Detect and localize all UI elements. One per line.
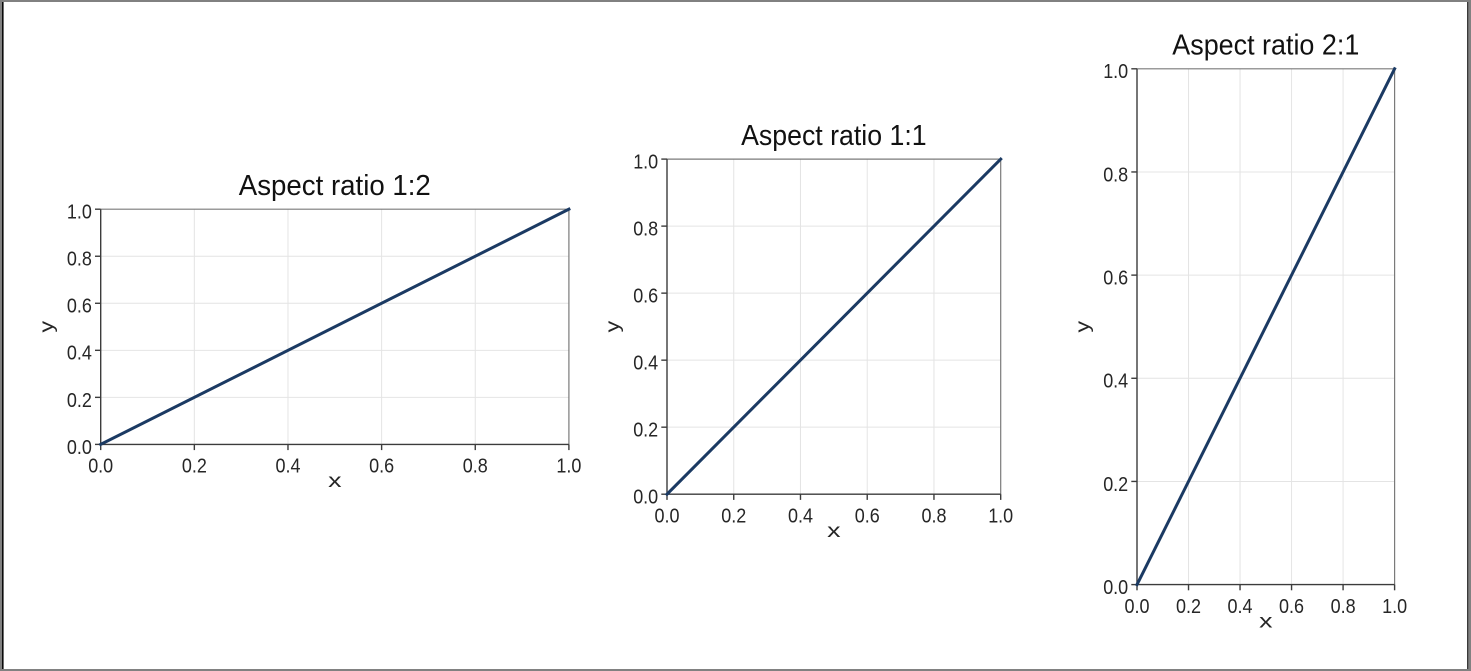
svg-text:1.0: 1.0 [556, 456, 581, 478]
svg-text:x: x [1259, 611, 1273, 632]
svg-text:y: y [1073, 320, 1094, 332]
svg-text:0.0: 0.0 [655, 505, 680, 527]
svg-text:0.2: 0.2 [1176, 596, 1201, 618]
svg-text:1.0: 1.0 [1382, 596, 1407, 618]
svg-text:0.6: 0.6 [855, 505, 880, 527]
svg-text:0.2: 0.2 [633, 420, 658, 442]
svg-text:y: y [37, 320, 58, 332]
svg-text:0.2: 0.2 [721, 505, 746, 527]
svg-text:0.8: 0.8 [1103, 164, 1128, 186]
svg-text:x: x [827, 521, 841, 542]
svg-text:0.6: 0.6 [1103, 268, 1128, 290]
svg-text:0.0: 0.0 [67, 437, 92, 459]
svg-text:y: y [603, 320, 624, 332]
svg-text:1.0: 1.0 [633, 152, 658, 174]
svg-text:0.2: 0.2 [1103, 474, 1128, 496]
svg-text:0.0: 0.0 [633, 487, 658, 509]
svg-text:Aspect ratio 1:1: Aspect ratio 1:1 [741, 120, 927, 152]
svg-text:1.0: 1.0 [988, 505, 1013, 527]
svg-text:0.6: 0.6 [369, 456, 394, 478]
svg-text:0.6: 0.6 [633, 286, 658, 308]
svg-text:0.8: 0.8 [921, 505, 946, 527]
svg-text:0.2: 0.2 [67, 390, 92, 412]
svg-text:0.4: 0.4 [1228, 596, 1253, 618]
svg-text:0.4: 0.4 [788, 505, 813, 527]
svg-text:1.0: 1.0 [1103, 61, 1128, 83]
svg-text:0.0: 0.0 [88, 456, 113, 478]
svg-text:0.8: 0.8 [463, 456, 488, 478]
svg-text:0.8: 0.8 [1331, 596, 1356, 618]
svg-text:0.4: 0.4 [1103, 371, 1128, 393]
svg-text:Aspect ratio 1:2: Aspect ratio 1:2 [239, 170, 431, 202]
svg-text:0.6: 0.6 [67, 296, 92, 318]
svg-text:x: x [328, 471, 342, 492]
svg-text:0.8: 0.8 [633, 219, 658, 241]
svg-text:0.2: 0.2 [182, 456, 207, 478]
svg-text:0.6: 0.6 [1279, 596, 1304, 618]
svg-text:0.4: 0.4 [275, 456, 300, 478]
svg-text:Aspect ratio 2:1: Aspect ratio 2:1 [1172, 30, 1359, 62]
svg-text:0.4: 0.4 [633, 353, 658, 375]
svg-text:0.0: 0.0 [1125, 596, 1150, 618]
svg-text:0.0: 0.0 [1103, 577, 1128, 599]
svg-text:1.0: 1.0 [67, 202, 92, 224]
svg-text:0.8: 0.8 [67, 249, 92, 271]
svg-text:0.4: 0.4 [67, 343, 92, 365]
